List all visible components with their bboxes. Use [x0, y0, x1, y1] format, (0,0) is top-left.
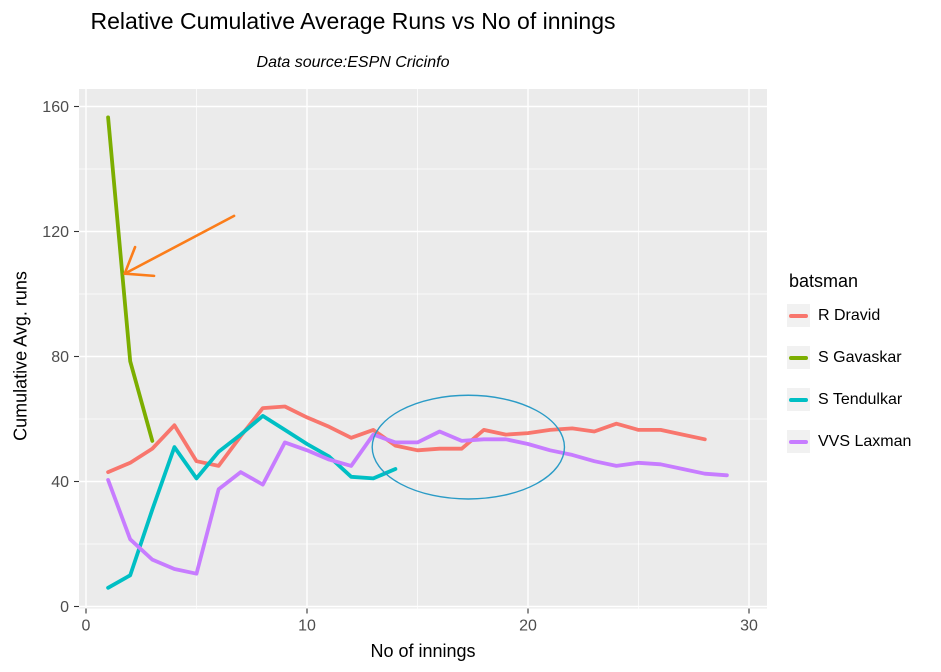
series-line-s-gavaskar — [106, 115, 155, 443]
legend-key-swatch — [787, 346, 810, 369]
chart-title: Relative Cumulative Average Runs vs No o… — [90, 8, 616, 34]
annotation-ellipse — [371, 394, 566, 500]
legend-item-label: S Gavaskar — [818, 348, 902, 366]
y-tick-label: 80 — [51, 349, 69, 366]
y-tick-label: 160 — [42, 99, 69, 116]
legend-items: R Dravid S Gavaskar S Tendulkar VVS Laxman — [787, 304, 911, 453]
x-tick-label: 30 — [740, 618, 758, 635]
legend-item-label: VVS Laxman — [818, 432, 912, 450]
x-tick-label: 10 — [298, 618, 316, 635]
annotation-arrow-head — [123, 272, 156, 278]
series-line-s-tendulkar — [106, 413, 398, 590]
x-tick-label: 0 — [82, 618, 91, 635]
y-axis-title: Cumulative Avg. runs — [10, 271, 31, 441]
legend-key-swatch — [787, 430, 810, 453]
x-axis-title: No of innings — [370, 641, 476, 661]
plot-panel — [79, 89, 767, 609]
legend-item-label: R Dravid — [818, 306, 881, 324]
legend-key-swatch — [787, 304, 810, 327]
legend-item-label: S Tendulkar — [818, 390, 903, 408]
annotation-arrow-shaft — [123, 214, 236, 275]
y-tick-label: 120 — [42, 224, 69, 241]
legend-item-r-dravid: R Dravid — [787, 304, 911, 327]
annotation-arrow-head — [123, 245, 137, 275]
y-tick-label: 0 — [60, 599, 69, 616]
legend-key-swatch — [787, 388, 810, 411]
y-tick-label: 40 — [51, 474, 69, 491]
legend-item-s-tendulkar: S Tendulkar — [787, 388, 911, 411]
chart-subtitle: Data source:ESPN Cricinfo — [256, 54, 450, 71]
legend: batsman R Dravid S Gavaskar S Tendulkar VVS… — [787, 271, 911, 472]
legend-title: batsman — [789, 271, 859, 291]
legend-item-vvs-laxman: VVS Laxman — [787, 430, 911, 453]
x-tick-label: 20 — [519, 618, 537, 635]
series-line-vvs-laxman — [106, 429, 729, 576]
legend-item-s-gavaskar: S Gavaskar — [787, 346, 911, 369]
